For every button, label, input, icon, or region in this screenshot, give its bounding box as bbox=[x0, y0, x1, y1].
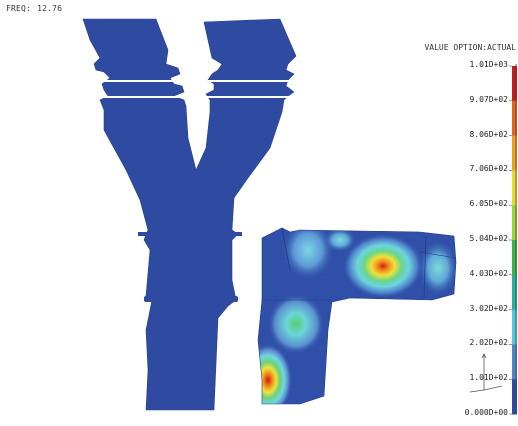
elbow-pipe-model bbox=[258, 228, 456, 404]
legend-color-segment bbox=[512, 100, 517, 137]
legend-color-segment bbox=[512, 240, 517, 276]
legend-label: 8.06D+02 bbox=[469, 129, 508, 139]
legend-label: 1.01D+03 bbox=[469, 60, 508, 69]
legend-color-segment bbox=[512, 205, 517, 241]
frequency-label: FREQ: bbox=[6, 4, 32, 13]
legend-label: 5.04D+02 bbox=[469, 234, 508, 243]
legend-color-segment bbox=[512, 344, 517, 380]
y-branch-flanges bbox=[98, 80, 292, 98]
color-legend-bar bbox=[509, 65, 517, 415]
legend-label: 0.000D+00 bbox=[464, 408, 508, 417]
legend-label: 9.07D+02 bbox=[469, 94, 508, 104]
legend-color-segment bbox=[512, 309, 517, 345]
legend-color-segment bbox=[512, 170, 517, 206]
legend-label: 7.06D+02 bbox=[469, 164, 508, 174]
legend-label: 3.02D+02 bbox=[469, 303, 508, 313]
legend-color-segment bbox=[512, 379, 517, 415]
legend-label: 4.03D+02 bbox=[469, 268, 508, 278]
legend-color-segment bbox=[512, 135, 517, 171]
legend-label: 6.05D+02 bbox=[469, 199, 508, 209]
frequency-readout: FREQ: 12.76 bbox=[6, 4, 62, 13]
legend-color-segment bbox=[512, 274, 517, 311]
axis-triad-icon bbox=[469, 353, 503, 393]
legend-title: VALUE OPTION:ACTUAL bbox=[424, 43, 516, 52]
legend-color-segment bbox=[512, 66, 517, 102]
frequency-value: 12.76 bbox=[37, 4, 63, 13]
legend-label: 2.02D+02 bbox=[469, 338, 508, 348]
legend-label: 1.01D+02 bbox=[469, 373, 508, 383]
